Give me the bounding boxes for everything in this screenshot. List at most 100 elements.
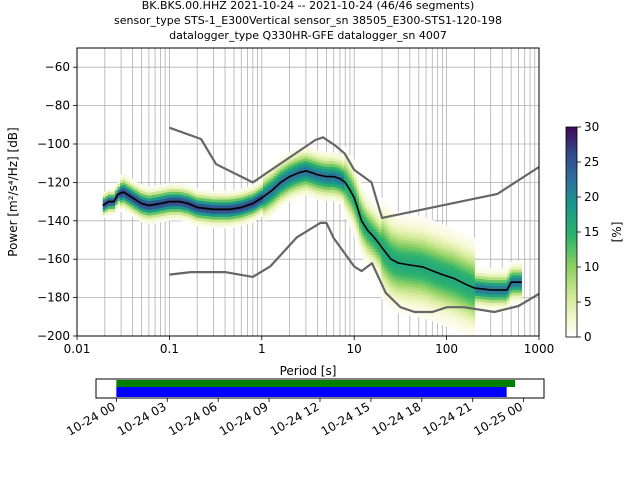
heatmap-cell [420,279,424,283]
heatmap-cell [361,192,365,196]
heatmap-cell [465,242,468,246]
heatmap-cell [396,220,399,224]
heatmap-cell [366,260,370,264]
heatmap-cell [334,170,338,174]
heatmap-cell [423,263,426,267]
heatmap-cell [322,183,325,187]
heatmap-cell [112,197,116,201]
heatmap-cell [280,189,283,193]
heatmap-cell [346,173,350,178]
heatmap-cell [440,249,444,253]
heatmap-cell [120,197,123,201]
heatmap-cell [277,173,281,178]
heatmap-cell [164,189,168,193]
heatmap-cell [482,302,486,306]
heatmap-cell [393,210,397,214]
heatmap-cell [336,185,340,189]
heatmap-cell [267,182,271,186]
heatmap-cell [450,227,454,231]
heatmap-cell [154,214,158,218]
heatmap-cell [457,256,461,260]
heatmap-cell [120,174,123,178]
heatmap-cell [492,305,495,309]
heatmap-cell [460,266,463,270]
heatmap-cell [354,205,357,209]
heatmap-cell [225,210,229,214]
heatmap-cell [110,191,113,195]
heatmap-cell [240,197,244,201]
heatmap-cell [287,192,291,197]
heatmap-cell [331,178,335,182]
heatmap-cell [309,188,313,192]
heatmap-cell [398,299,402,303]
heatmap-cell [423,277,426,281]
heatmap-cell [425,244,429,248]
heatmap-cell [408,220,412,224]
heatmap-cell [228,204,232,209]
heatmap-cell [134,204,138,208]
heatmap-cell [400,221,404,226]
heatmap-cell [344,198,348,202]
heatmap-cell [460,234,463,238]
heatmap-cell [129,201,133,205]
heatmap-cell [408,274,412,279]
heatmap-cell [339,166,343,170]
heatmap-cell [450,244,454,248]
heatmap-cell [221,193,224,197]
heatmap-cell [497,282,500,286]
heatmap-cell [339,168,343,173]
heatmap-cell [243,216,246,220]
heatmap-cell [216,210,219,214]
heatmap-cell [161,184,165,188]
heatmap-cell [294,181,298,185]
heatmap-cell [487,299,490,303]
heatmap-cell [403,236,407,240]
heatmap-cell [327,195,330,199]
heatmap-cell [506,300,510,304]
heatmap-cell [262,188,266,193]
heatmap-cell [127,182,131,186]
heatmap-cell [400,242,404,246]
heatmap-cell [356,236,360,240]
heatmap-cell [440,264,444,268]
heatmap-cell [176,211,180,215]
heatmap-cell [408,295,412,299]
heatmap-cell [349,200,352,205]
heatmap-cell [233,224,237,228]
heatmap-cell [206,224,210,228]
heatmap-cell [469,236,473,240]
heatmap-cell [492,291,495,295]
heatmap-cell [447,318,451,322]
heatmap-cell [450,316,454,320]
heatmap-cell [519,277,523,282]
heatmap-cell [164,183,168,187]
curves [102,126,539,314]
heatmap-cell [501,274,505,278]
heatmap-cell [270,200,274,204]
heatmap-cell [455,295,458,299]
heatmap-cell [179,208,182,213]
heatmap-cell [371,208,375,212]
heatmap-cell [415,215,419,219]
heatmap-cell [403,268,407,272]
heatmap-cell [124,203,128,207]
heatmap-cell [366,200,370,204]
heatmap-cell [248,185,251,190]
heatmap-cell [292,164,296,168]
heatmap-cell [361,241,365,245]
heatmap-cell [361,186,365,190]
heatmap-cell [400,213,404,217]
heatmap-cell [137,185,141,189]
heatmap-cell [428,285,431,289]
heatmap-cell [181,189,185,193]
heatmap-cell [410,232,414,236]
heatmap-cell [393,230,397,235]
heatmap-cell [122,187,126,191]
heatmap-cell [346,219,350,224]
heatmap-cell [457,285,461,289]
heatmap-cell [211,224,214,229]
heatmap-cell [336,167,340,172]
heatmap-cell [120,208,123,212]
heatmap-cell [324,183,328,187]
heatmap-cell [428,262,431,266]
